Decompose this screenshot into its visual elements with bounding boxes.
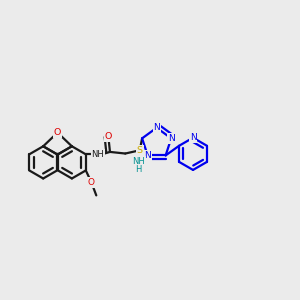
Text: N: N bbox=[153, 123, 160, 132]
Text: H: H bbox=[136, 165, 142, 174]
Text: O: O bbox=[88, 178, 95, 187]
Text: S: S bbox=[137, 146, 143, 155]
Text: NH: NH bbox=[92, 150, 104, 159]
Text: N: N bbox=[168, 134, 175, 143]
Text: NH: NH bbox=[132, 157, 145, 166]
Text: O: O bbox=[105, 132, 112, 141]
Text: N: N bbox=[144, 151, 151, 160]
Text: N: N bbox=[190, 133, 196, 142]
Text: O: O bbox=[54, 128, 61, 137]
